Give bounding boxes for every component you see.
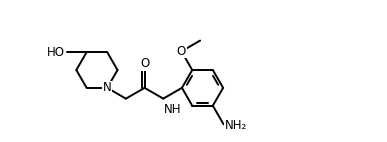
Text: O: O — [140, 57, 149, 70]
Text: O: O — [177, 45, 186, 58]
Text: NH: NH — [164, 103, 182, 116]
Text: N: N — [103, 81, 111, 94]
Text: NH₂: NH₂ — [224, 119, 247, 132]
Text: HO: HO — [47, 46, 65, 59]
